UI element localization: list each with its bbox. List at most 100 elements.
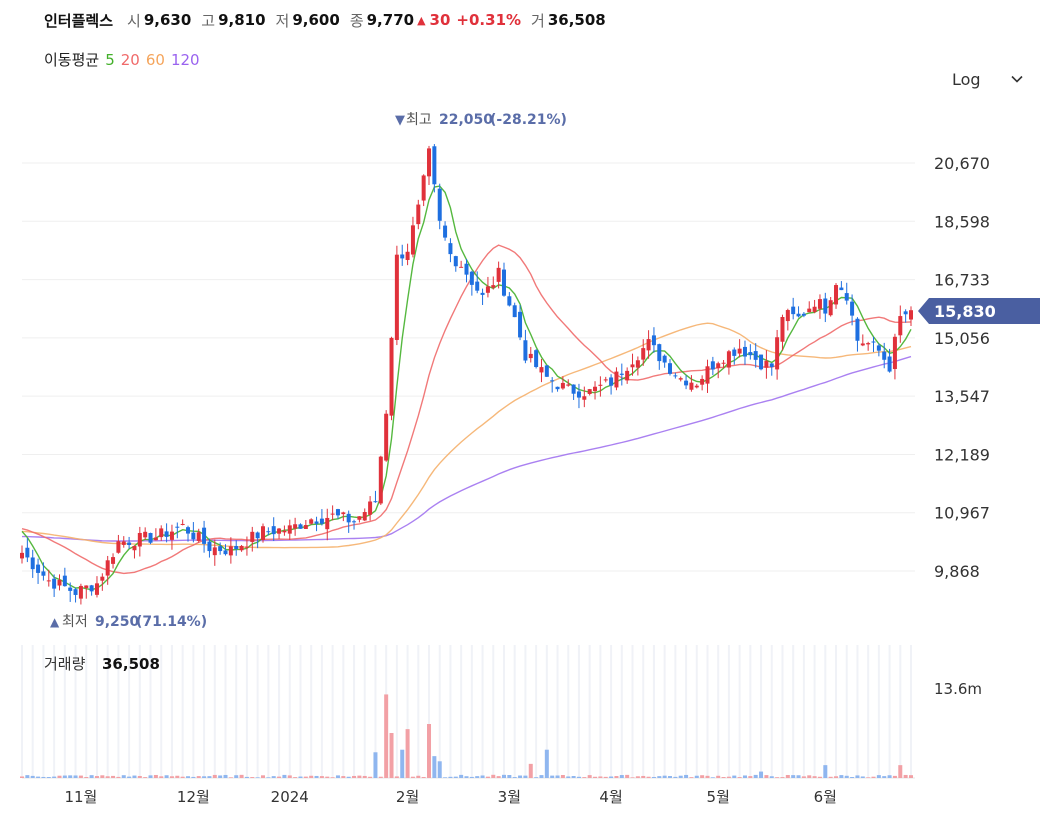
candle <box>555 386 560 392</box>
candle <box>303 520 308 530</box>
volume-bar <box>523 775 528 778</box>
volume-bar <box>732 775 737 778</box>
volume-bar <box>421 776 426 778</box>
low-marker-value: 9,250 <box>95 614 140 630</box>
candle <box>148 532 153 545</box>
volume-bar <box>630 777 635 778</box>
moving-average-legend[interactable]: 이동평균 5 20 60 120 <box>44 49 206 70</box>
volume-bar <box>384 694 389 778</box>
volume-bar <box>325 776 330 778</box>
candle-body <box>839 287 844 291</box>
candle <box>164 523 169 543</box>
volume-bar <box>464 776 469 778</box>
candle <box>169 524 174 550</box>
candle <box>293 517 298 536</box>
candle-body <box>309 519 314 524</box>
volume-bar <box>132 775 137 778</box>
volume-bar <box>73 775 78 778</box>
candle-body <box>448 243 453 255</box>
candle <box>550 377 555 393</box>
candle <box>609 374 614 395</box>
candle-body <box>186 527 191 534</box>
volume-bar <box>100 775 105 778</box>
open-value: 9,630 <box>143 11 192 29</box>
candle <box>346 510 351 533</box>
candle-body <box>325 517 330 530</box>
candle-body <box>36 564 41 573</box>
x-tick-label: 5월 <box>707 788 730 806</box>
candle <box>882 342 887 369</box>
ma-legend-title: 이동평균 <box>44 51 100 69</box>
candle <box>587 388 592 396</box>
volume-bar <box>625 774 630 778</box>
candle-body <box>560 382 565 389</box>
candle <box>202 520 207 553</box>
candle-body <box>164 531 169 537</box>
candle-body <box>234 545 239 550</box>
volume-bar <box>78 775 83 778</box>
candle-body <box>700 378 705 385</box>
candle <box>159 525 164 541</box>
volume-bar <box>860 776 865 778</box>
candle <box>100 573 105 591</box>
candle <box>127 536 132 549</box>
volume-bar <box>705 775 710 778</box>
candle-body <box>100 576 105 581</box>
candle-body <box>373 501 378 503</box>
candle-body <box>689 382 694 390</box>
candle-body <box>641 348 646 360</box>
volume-bar <box>362 775 367 778</box>
candle-body <box>555 386 560 390</box>
volume-bar <box>721 777 726 778</box>
stock-name: 인터플렉스 <box>44 11 114 30</box>
volume-bar <box>769 776 774 778</box>
candle-body <box>41 571 46 576</box>
candle-body <box>169 531 174 540</box>
candle <box>694 383 699 389</box>
volume-bar <box>453 776 458 778</box>
candle <box>52 574 57 597</box>
candle <box>105 555 110 585</box>
candle <box>791 297 796 320</box>
candle <box>646 330 651 359</box>
candle <box>132 545 137 559</box>
candle-body <box>475 281 480 291</box>
volume-bar <box>871 776 876 778</box>
candle <box>282 525 287 536</box>
candle-body <box>20 552 24 559</box>
volume-bar <box>41 776 46 778</box>
candle <box>89 584 94 596</box>
volume-bar <box>207 776 212 778</box>
price-tag-shape <box>918 298 1040 324</box>
volume-bar <box>759 771 764 778</box>
candle <box>689 375 694 392</box>
candle <box>887 348 892 373</box>
candle <box>710 356 715 376</box>
volume-bar <box>84 777 89 778</box>
candle-body <box>850 301 855 316</box>
candle-body <box>148 533 153 543</box>
volume-bar <box>266 777 271 778</box>
candle <box>432 144 437 193</box>
candle <box>812 299 817 314</box>
volume-bar <box>619 775 624 778</box>
x-tick-label: 6월 <box>814 788 837 806</box>
candle <box>871 336 876 353</box>
candles <box>20 144 913 605</box>
scale-toggle[interactable]: Log <box>952 70 1032 92</box>
candle <box>582 386 587 408</box>
candle <box>742 340 747 365</box>
candle-body <box>341 512 346 515</box>
volume-bar <box>582 777 587 778</box>
candle <box>892 333 897 380</box>
candle-body <box>651 335 656 346</box>
candle <box>244 536 249 556</box>
volume-bar <box>293 777 298 778</box>
candle-body <box>218 546 223 552</box>
candle-body <box>518 311 523 338</box>
candle <box>721 360 726 369</box>
volume-bar <box>373 752 378 778</box>
volume-bar <box>212 774 217 778</box>
x-tick-label: 11월 <box>64 788 97 806</box>
